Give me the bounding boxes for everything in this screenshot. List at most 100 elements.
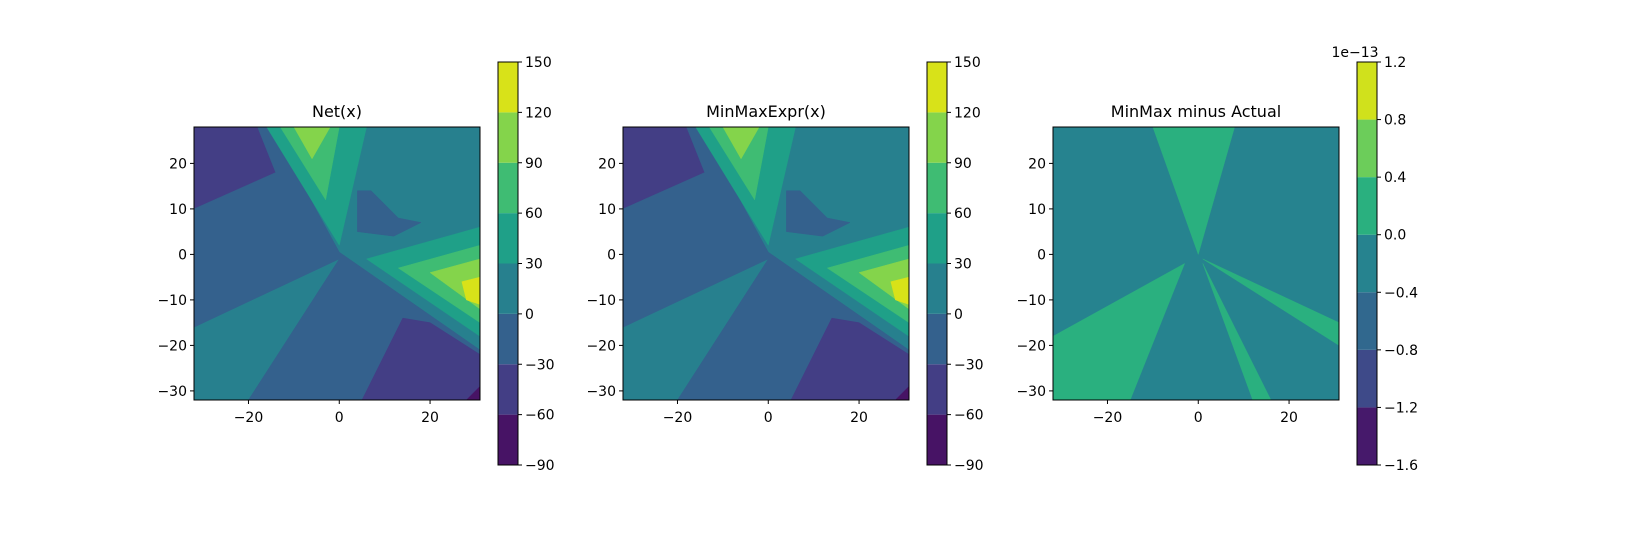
- contour-region: [708, 127, 769, 201]
- colorbar-tick-label: 0.4: [1384, 170, 1406, 186]
- contour-region: [890, 276, 909, 305]
- y-tick-label: −10: [586, 293, 616, 309]
- x-tick-label: 0: [335, 410, 344, 426]
- colorbar-tick-label: −30: [525, 357, 555, 373]
- y-tick-label: −20: [157, 338, 187, 354]
- contour-region: [722, 127, 760, 160]
- y-tick-label: −10: [1016, 293, 1046, 309]
- colorbar-band: [498, 313, 518, 365]
- colorbar-tick-label: 90: [954, 156, 972, 172]
- y-tick-label: 20: [169, 156, 187, 172]
- colorbar-tick-label: 0: [954, 307, 963, 323]
- colorbar-tick-label: 120: [954, 105, 981, 121]
- plot-title: MinMax minus Actual: [1111, 102, 1281, 121]
- colorbar-band: [1357, 349, 1377, 408]
- colorbar-tick-label: 0.8: [1384, 113, 1406, 129]
- contour-region: [695, 127, 796, 246]
- y-tick-label: 10: [169, 202, 187, 218]
- colorbar-band: [498, 162, 518, 214]
- colorbar-tick-label: 30: [954, 257, 972, 273]
- colorbar-tick-label: 90: [525, 156, 543, 172]
- colorbar-tick-label: 120: [525, 105, 552, 121]
- contour-region: [357, 190, 422, 237]
- plot-area: [1053, 127, 1339, 400]
- colorbar-tick-label: −60: [954, 408, 984, 424]
- y-tick-label: −30: [157, 384, 187, 400]
- y-tick-label: 10: [598, 202, 616, 218]
- colorbar-band: [498, 414, 518, 465]
- axes-frame: [193, 126, 481, 401]
- contour-region: [461, 276, 480, 305]
- colorbar-band: [1357, 62, 1377, 120]
- contour-region: [786, 190, 851, 237]
- contour-region: [790, 317, 909, 400]
- colorbar-tick-label: −0.8: [1384, 343, 1418, 359]
- colorbar-tick-label: 1.2: [1384, 55, 1406, 71]
- colorbar-band: [498, 112, 518, 163]
- colorbar-tick-label: −30: [954, 357, 984, 373]
- colorbar-tick-label: −0.4: [1384, 285, 1418, 301]
- colorbar-tick-label: −90: [954, 458, 984, 474]
- colorbar-band: [498, 62, 518, 113]
- colorbar-band: [1357, 119, 1377, 178]
- colorbar-offset: 1e−13: [1331, 45, 1378, 61]
- x-tick-label: 20: [850, 410, 868, 426]
- colorbar-tick-label: −1.6: [1384, 458, 1418, 474]
- colorbar-band: [498, 213, 518, 264]
- colorbar-band: [927, 112, 947, 163]
- x-tick-label: −20: [234, 410, 264, 426]
- colorbar-band: [927, 364, 947, 415]
- colorbar-tick-label: 0: [525, 307, 534, 323]
- colorbar-frame: [1356, 61, 1378, 466]
- contour-region: [1152, 127, 1235, 256]
- contour-region: [279, 127, 340, 201]
- contour-region: [361, 317, 480, 400]
- colorbar-band: [498, 263, 518, 314]
- contour-region: [1053, 262, 1186, 400]
- colorbar-tick-label: 30: [525, 257, 543, 273]
- y-tick-label: 20: [1028, 156, 1046, 172]
- colorbar-tick-label: 150: [954, 55, 981, 71]
- colorbar-band: [1357, 407, 1377, 465]
- y-tick-label: −20: [1016, 338, 1046, 354]
- y-tick-label: −30: [1016, 384, 1046, 400]
- x-tick-label: 0: [1194, 410, 1203, 426]
- colorbar-band: [1357, 234, 1377, 293]
- y-tick-label: 10: [1028, 202, 1046, 218]
- contour-region: [895, 385, 909, 400]
- colorbar-tick-label: 60: [525, 206, 543, 222]
- contour-region: [293, 127, 331, 160]
- contour-region: [266, 127, 367, 246]
- contour-region: [1202, 258, 1339, 346]
- x-tick-label: 20: [421, 410, 439, 426]
- colorbar-band: [1357, 177, 1377, 235]
- y-tick-label: −10: [157, 293, 187, 309]
- x-tick-label: 0: [764, 410, 773, 426]
- y-tick-label: 20: [598, 156, 616, 172]
- contour-region: [1202, 263, 1272, 400]
- plot-title: Net(x): [312, 102, 362, 121]
- colorbar-band: [927, 162, 947, 214]
- y-tick-label: 0: [607, 247, 616, 263]
- y-tick-label: 0: [1037, 247, 1046, 263]
- axes-frame: [622, 126, 910, 401]
- colorbar-tick-label: −60: [525, 408, 555, 424]
- x-tick-label: −20: [663, 410, 693, 426]
- colorbar-band: [927, 213, 947, 264]
- colorbar-band: [927, 414, 947, 465]
- x-tick-label: −20: [1093, 410, 1123, 426]
- plot-area: [623, 127, 909, 400]
- colorbar-band: [927, 313, 947, 365]
- colorbar-band: [927, 62, 947, 113]
- y-tick-label: −20: [586, 338, 616, 354]
- colorbar-band: [927, 263, 947, 314]
- colorbar-tick-label: 60: [954, 206, 972, 222]
- contour-region: [466, 385, 480, 400]
- x-tick-label: 20: [1280, 410, 1298, 426]
- colorbar-band: [1357, 292, 1377, 350]
- plot-area: [194, 127, 480, 400]
- colorbar-tick-label: 0.0: [1384, 228, 1406, 244]
- y-tick-label: 0: [178, 247, 187, 263]
- axes-frame: [1052, 126, 1340, 401]
